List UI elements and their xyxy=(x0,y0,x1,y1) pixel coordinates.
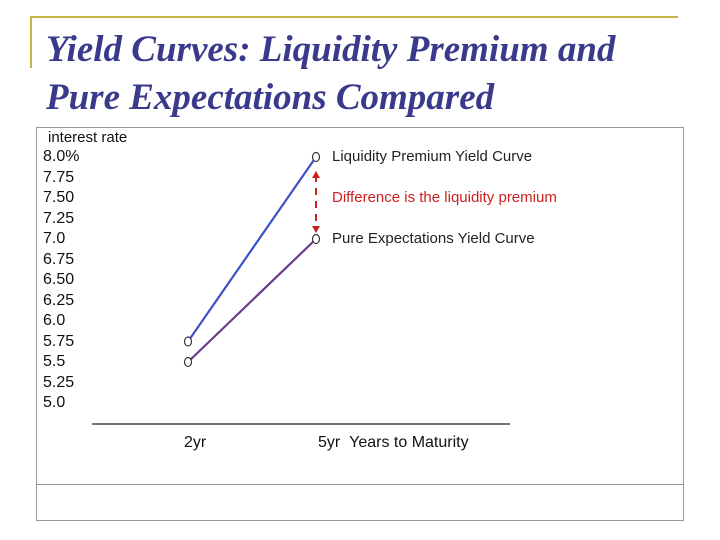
y-tick-label: 6.75 xyxy=(43,250,75,268)
x-tick-5yr-label: 5yr xyxy=(318,434,341,451)
y-tick-label: 7.0 xyxy=(43,230,66,247)
liquidity-curve-label: Liquidity Premium Yield Curve xyxy=(332,148,533,165)
y-tick-label: 6.25 xyxy=(43,291,75,309)
liquidity-premium-point-2yr xyxy=(183,336,193,347)
y-tick-label: 7.50 xyxy=(43,189,75,206)
title-line-1: Yield Curves: Liquidity Premium and xyxy=(46,29,616,70)
y-axis-title: interest rate xyxy=(48,129,128,146)
chart-frame-divider xyxy=(36,484,684,485)
difference-label: Difference is the liquidity premium xyxy=(332,189,557,206)
frame-left-rule xyxy=(30,16,32,68)
liquidity-premium-series-line xyxy=(187,156,317,343)
y-tick-label: 5.25 xyxy=(43,373,75,391)
liquidity-premium-point-5yr xyxy=(311,151,321,163)
frame-top-rule xyxy=(30,16,678,18)
pure-expectations-point-2yr xyxy=(183,356,193,368)
title-line-2: Pure Expectations Compared xyxy=(46,77,495,118)
y-tick-label: 6.0 xyxy=(43,312,66,329)
x-tick-5yr: 5yr Years to Maturity xyxy=(318,434,469,452)
difference-arrow-down-icon xyxy=(312,226,320,233)
x-axis-title: Years to Maturity xyxy=(349,434,469,451)
y-tick-label: 7.75 xyxy=(43,168,75,186)
y-tick-label: 5.0 xyxy=(43,394,66,411)
y-tick-label: 8.0% xyxy=(43,148,80,165)
difference-arrow-up-icon xyxy=(312,171,320,178)
y-tick-label: 7.25 xyxy=(43,209,75,227)
y-tick-label: 5.5 xyxy=(43,353,66,370)
y-tick-label: 5.75 xyxy=(43,332,75,350)
x-tick-2yr: 2yr xyxy=(184,434,207,451)
y-tick-label: 6.50 xyxy=(43,271,75,288)
chart-frame xyxy=(36,127,684,521)
pure-expectations-point-5yr xyxy=(311,233,321,245)
pure-expectations-series-line xyxy=(187,238,317,363)
pure-curve-label: Pure Expectations Yield Curve xyxy=(332,230,535,247)
slide-title: Yield Curves: Liquidity Premium and Pure… xyxy=(46,26,716,122)
